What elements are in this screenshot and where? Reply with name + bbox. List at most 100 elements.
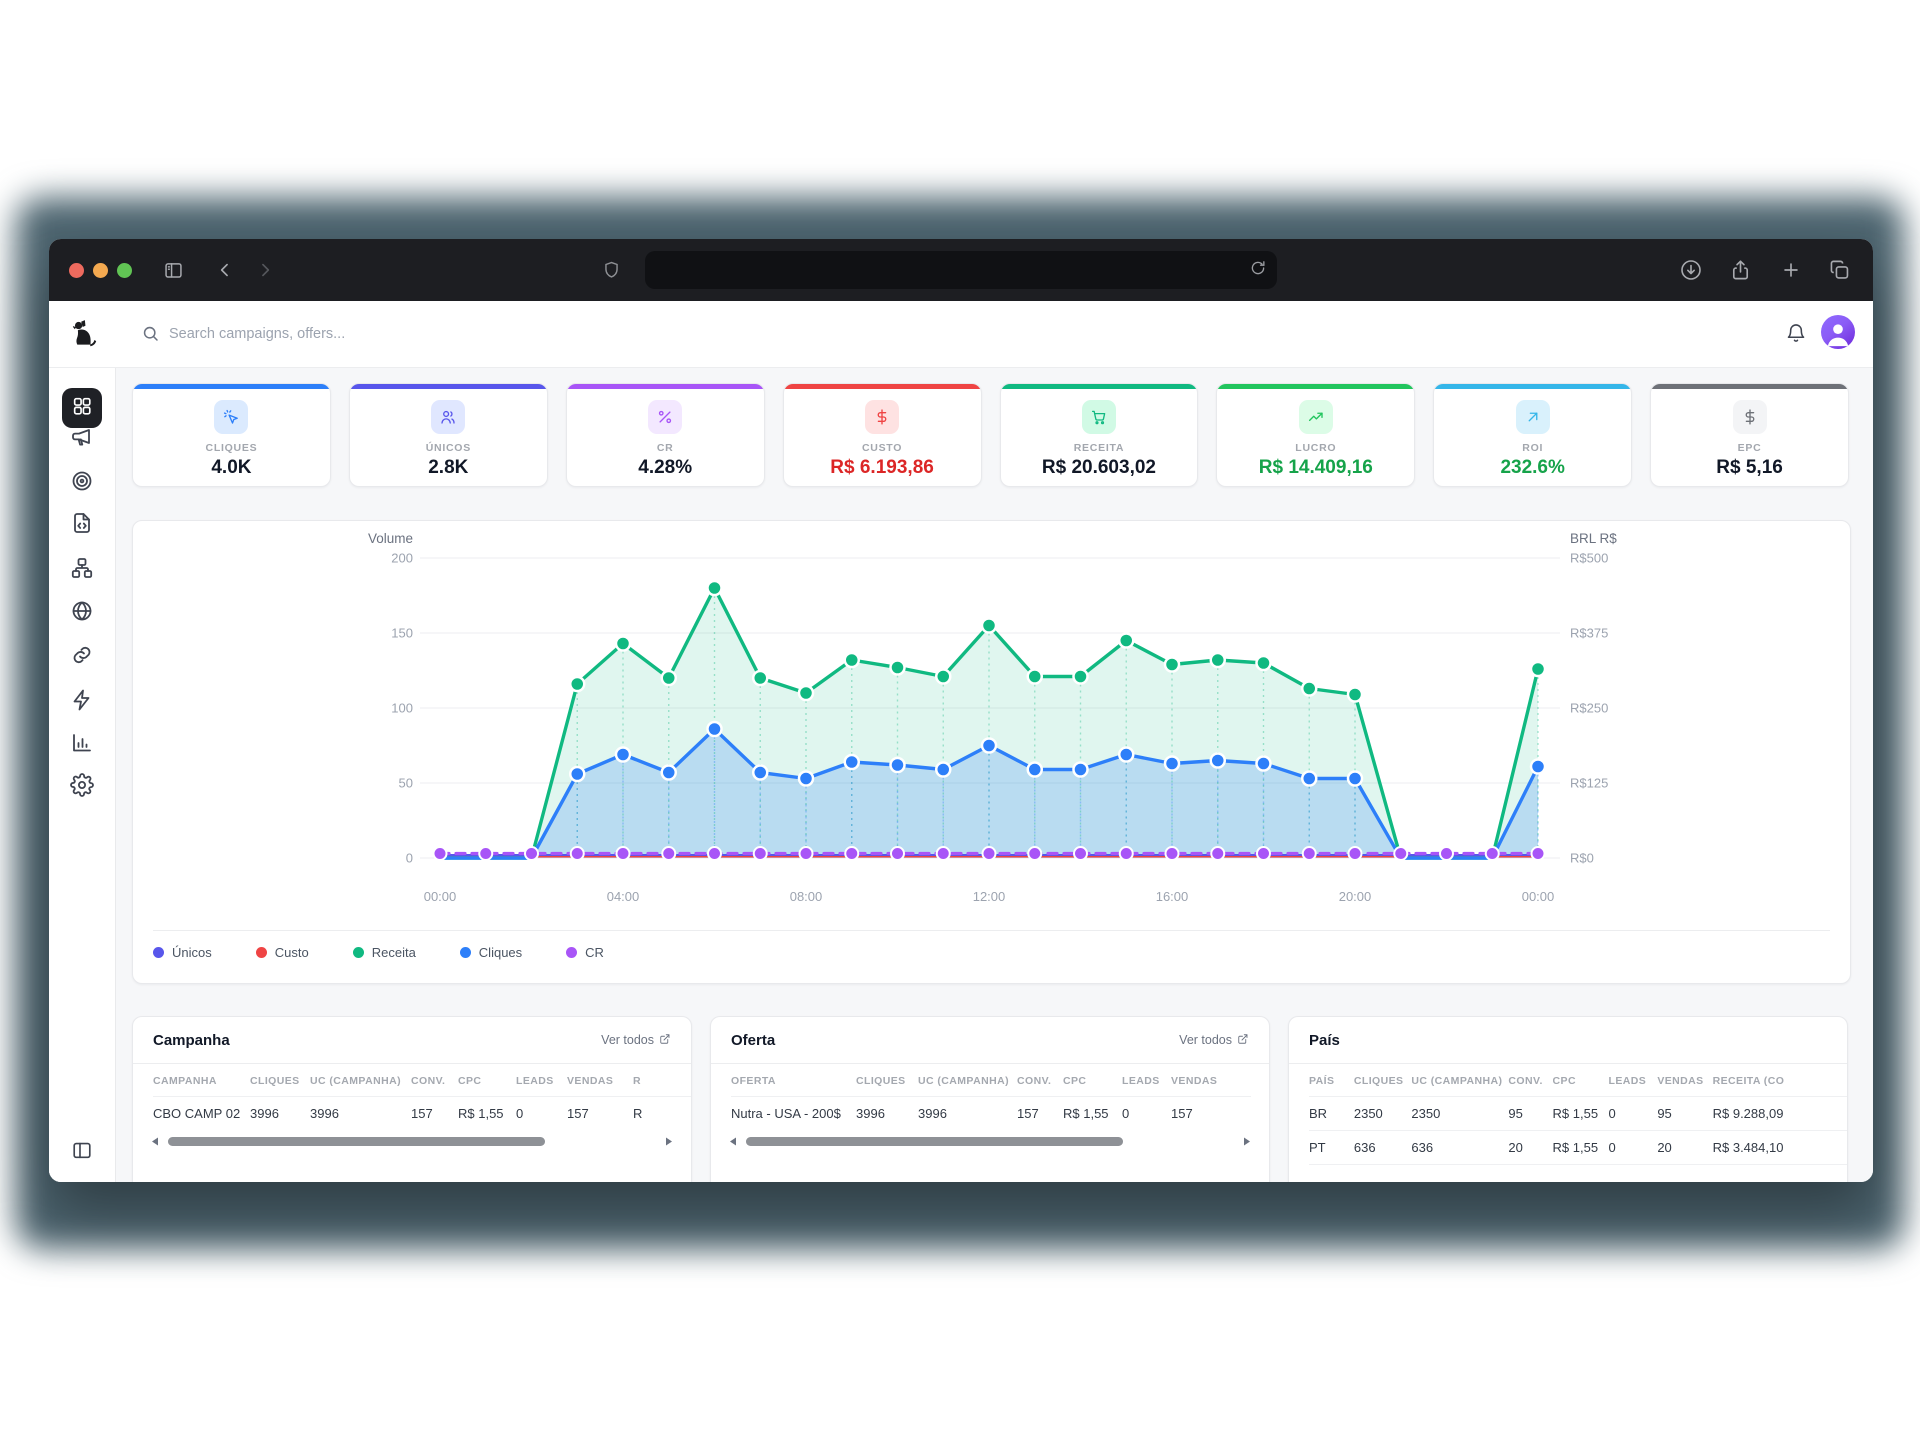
browser-window: CLIQUES 4.0K ÚNICOS 2.8K CR 4.28% CUSTO R$ 6.19…: [49, 239, 1873, 1182]
reload-icon[interactable]: [1249, 259, 1267, 282]
table-row[interactable]: BR 2350 2350 95 R$ 1,55 0 95 R$ 9.288,09: [1309, 1096, 1847, 1131]
x-axis-tick: 20:00: [1339, 889, 1372, 904]
ver-todos-label: Ver todos: [1179, 1033, 1232, 1047]
minimize-button[interactable]: [93, 263, 108, 278]
legend-label: Únicos: [172, 945, 212, 960]
legend-item-únicos[interactable]: Únicos: [153, 945, 212, 960]
kpi-card-únicos: ÚNICOS 2.8K: [348, 383, 548, 487]
column-header: VENDAS: [1171, 1064, 1251, 1097]
browser-titlebar: [49, 239, 1873, 302]
x-axis-tick: 08:00: [790, 889, 823, 904]
tabs-icon[interactable]: [1828, 259, 1851, 282]
search-icon: [141, 324, 160, 348]
share-icon[interactable]: [1729, 259, 1752, 282]
kpi-accent-strip: [1000, 384, 1198, 389]
scrollbar-track[interactable]: [164, 1136, 660, 1146]
chart-legend: Únicos Custo Receita Cliques CR: [153, 930, 1830, 960]
y-axis-tick-right: R$0: [1570, 851, 1594, 866]
back-icon[interactable]: [215, 260, 235, 280]
horizontal-scrollbar: [729, 1134, 1251, 1148]
sidebar-item-dashboard[interactable]: [62, 388, 102, 428]
scroll-right-arrow[interactable]: [1243, 1137, 1251, 1146]
y-axis-title-left: Volume: [368, 531, 413, 546]
sidebar-item-domains[interactable]: [70, 599, 94, 628]
kpi-accent-strip: [1434, 384, 1632, 389]
column-header: UC (CAMPANHA): [310, 1064, 411, 1097]
sidebar-item-automation[interactable]: [70, 688, 94, 717]
ver-todos-link[interactable]: Ver todos: [1179, 1033, 1249, 1048]
legend-item-custo[interactable]: Custo: [255, 945, 309, 960]
y-axis-tick-right: R$250: [1570, 701, 1608, 716]
dog-logo[interactable]: [69, 319, 97, 347]
table-cell: 157: [567, 1106, 589, 1121]
table-cell: 636: [1411, 1130, 1509, 1165]
table-cell: R: [633, 1106, 643, 1121]
x-axis-tick: 12:00: [973, 889, 1006, 904]
column-header: RECEITA (CO: [1712, 1064, 1847, 1097]
ver-todos-link[interactable]: Ver todos: [601, 1033, 671, 1048]
search-input[interactable]: [167, 317, 811, 351]
legend-label: Cliques: [478, 945, 523, 960]
kpi-row: CLIQUES 4.0K ÚNICOS 2.8K CR 4.28% CUSTO R$ 6.19…: [132, 383, 1849, 487]
table-row[interactable]: CBO CAMP 02 3996 3996 157 R$ 1,55 0 157 R: [153, 1097, 691, 1131]
sidebar-item-links[interactable]: [70, 643, 94, 672]
scroll-left-arrow[interactable]: [151, 1137, 159, 1146]
column-header: CPC: [1552, 1064, 1609, 1097]
url-input[interactable]: [657, 251, 1241, 291]
table-row[interactable]: PT 636 636 20 R$ 1,55 0 20 R$ 3.484,10: [1309, 1130, 1847, 1165]
file-code-icon: [70, 511, 94, 540]
zoom-button[interactable]: [117, 263, 132, 278]
ver-todos-label: Ver todos: [601, 1033, 654, 1047]
scroll-right-arrow[interactable]: [665, 1137, 673, 1146]
legend-item-cr[interactable]: CR: [566, 945, 604, 960]
legend-item-cliques[interactable]: Cliques: [459, 945, 523, 960]
sidebar-collapse-button[interactable]: [71, 1139, 93, 1166]
table-cell: R$ 9.288,09: [1712, 1096, 1847, 1131]
bell-icon[interactable]: [1785, 322, 1807, 349]
dollar-icon: [865, 400, 900, 434]
bar-chart-icon: [70, 731, 94, 760]
sidebar-item-landers[interactable]: [70, 511, 94, 540]
table-cell: 2350: [1411, 1096, 1509, 1131]
sidebar-item-offers[interactable]: [70, 469, 94, 498]
sitemap-icon: [70, 556, 94, 585]
sidebar-item-campaigns[interactable]: [70, 425, 94, 454]
download-icon[interactable]: [1679, 258, 1703, 282]
pais-table-card: País PAÍS CLIQUES UC (CAMPANHA) CONV. CPC LEAD…: [1288, 1016, 1848, 1182]
close-button[interactable]: [69, 263, 84, 278]
scrollbar-thumb[interactable]: [746, 1136, 1123, 1146]
table-cell: 157: [1171, 1106, 1193, 1121]
chart-card: 0 R$0 50 R$125 100 R$250 150 R$375 200 R$500 Volum…: [132, 520, 1851, 984]
tables-row: Campanha Ver todos CAMPANHA CLIQUES UC (CAMP…: [132, 1016, 1849, 1182]
y-axis-tick-left: 200: [391, 551, 413, 566]
new-tab-icon[interactable]: [1780, 259, 1802, 281]
user-avatar[interactable]: [1821, 315, 1855, 349]
sidebar-item-reports[interactable]: [70, 731, 94, 760]
table-row[interactable]: Nutra - USA - 200$ 3996 3996 157 R$ 1,55 0 157: [731, 1097, 1251, 1131]
campanha-table-card: Campanha Ver todos CAMPANHA CLIQUES UC (CAMP…: [132, 1016, 692, 1182]
x-axis-tick: 00:00: [1522, 889, 1555, 904]
scroll-left-arrow[interactable]: [729, 1137, 737, 1146]
table-cell: R$ 1,55: [1063, 1106, 1109, 1121]
forward-icon[interactable]: [255, 260, 275, 280]
legend-item-receita[interactable]: Receita: [352, 945, 416, 960]
panel-sidebar-icon[interactable]: [163, 260, 184, 281]
sidebar-item-funnels[interactable]: [70, 556, 94, 585]
column-header: R: [633, 1064, 691, 1097]
column-header: CONV.: [411, 1064, 458, 1097]
table-cell: R$ 1,55: [458, 1106, 504, 1121]
cursor-click-icon: [214, 400, 249, 434]
sidebar: [49, 367, 116, 1182]
column-header: CPC: [458, 1064, 516, 1097]
legend-label: CR: [585, 945, 604, 960]
table-cell: 157: [411, 1106, 433, 1121]
sidebar-item-settings[interactable]: [70, 773, 94, 802]
main-area: CLIQUES 4.0K ÚNICOS 2.8K CR 4.28% CUSTO R$ 6.19…: [115, 367, 1873, 1182]
scrollbar-track[interactable]: [742, 1136, 1238, 1146]
table-cell: R$ 1,55: [1552, 1096, 1609, 1131]
scrollbar-thumb[interactable]: [168, 1136, 545, 1146]
kpi-value: 232.6%: [1500, 457, 1565, 478]
kpi-accent-strip: [1217, 384, 1415, 389]
shield-icon[interactable]: [602, 261, 621, 280]
kpi-label: CR: [656, 442, 674, 454]
